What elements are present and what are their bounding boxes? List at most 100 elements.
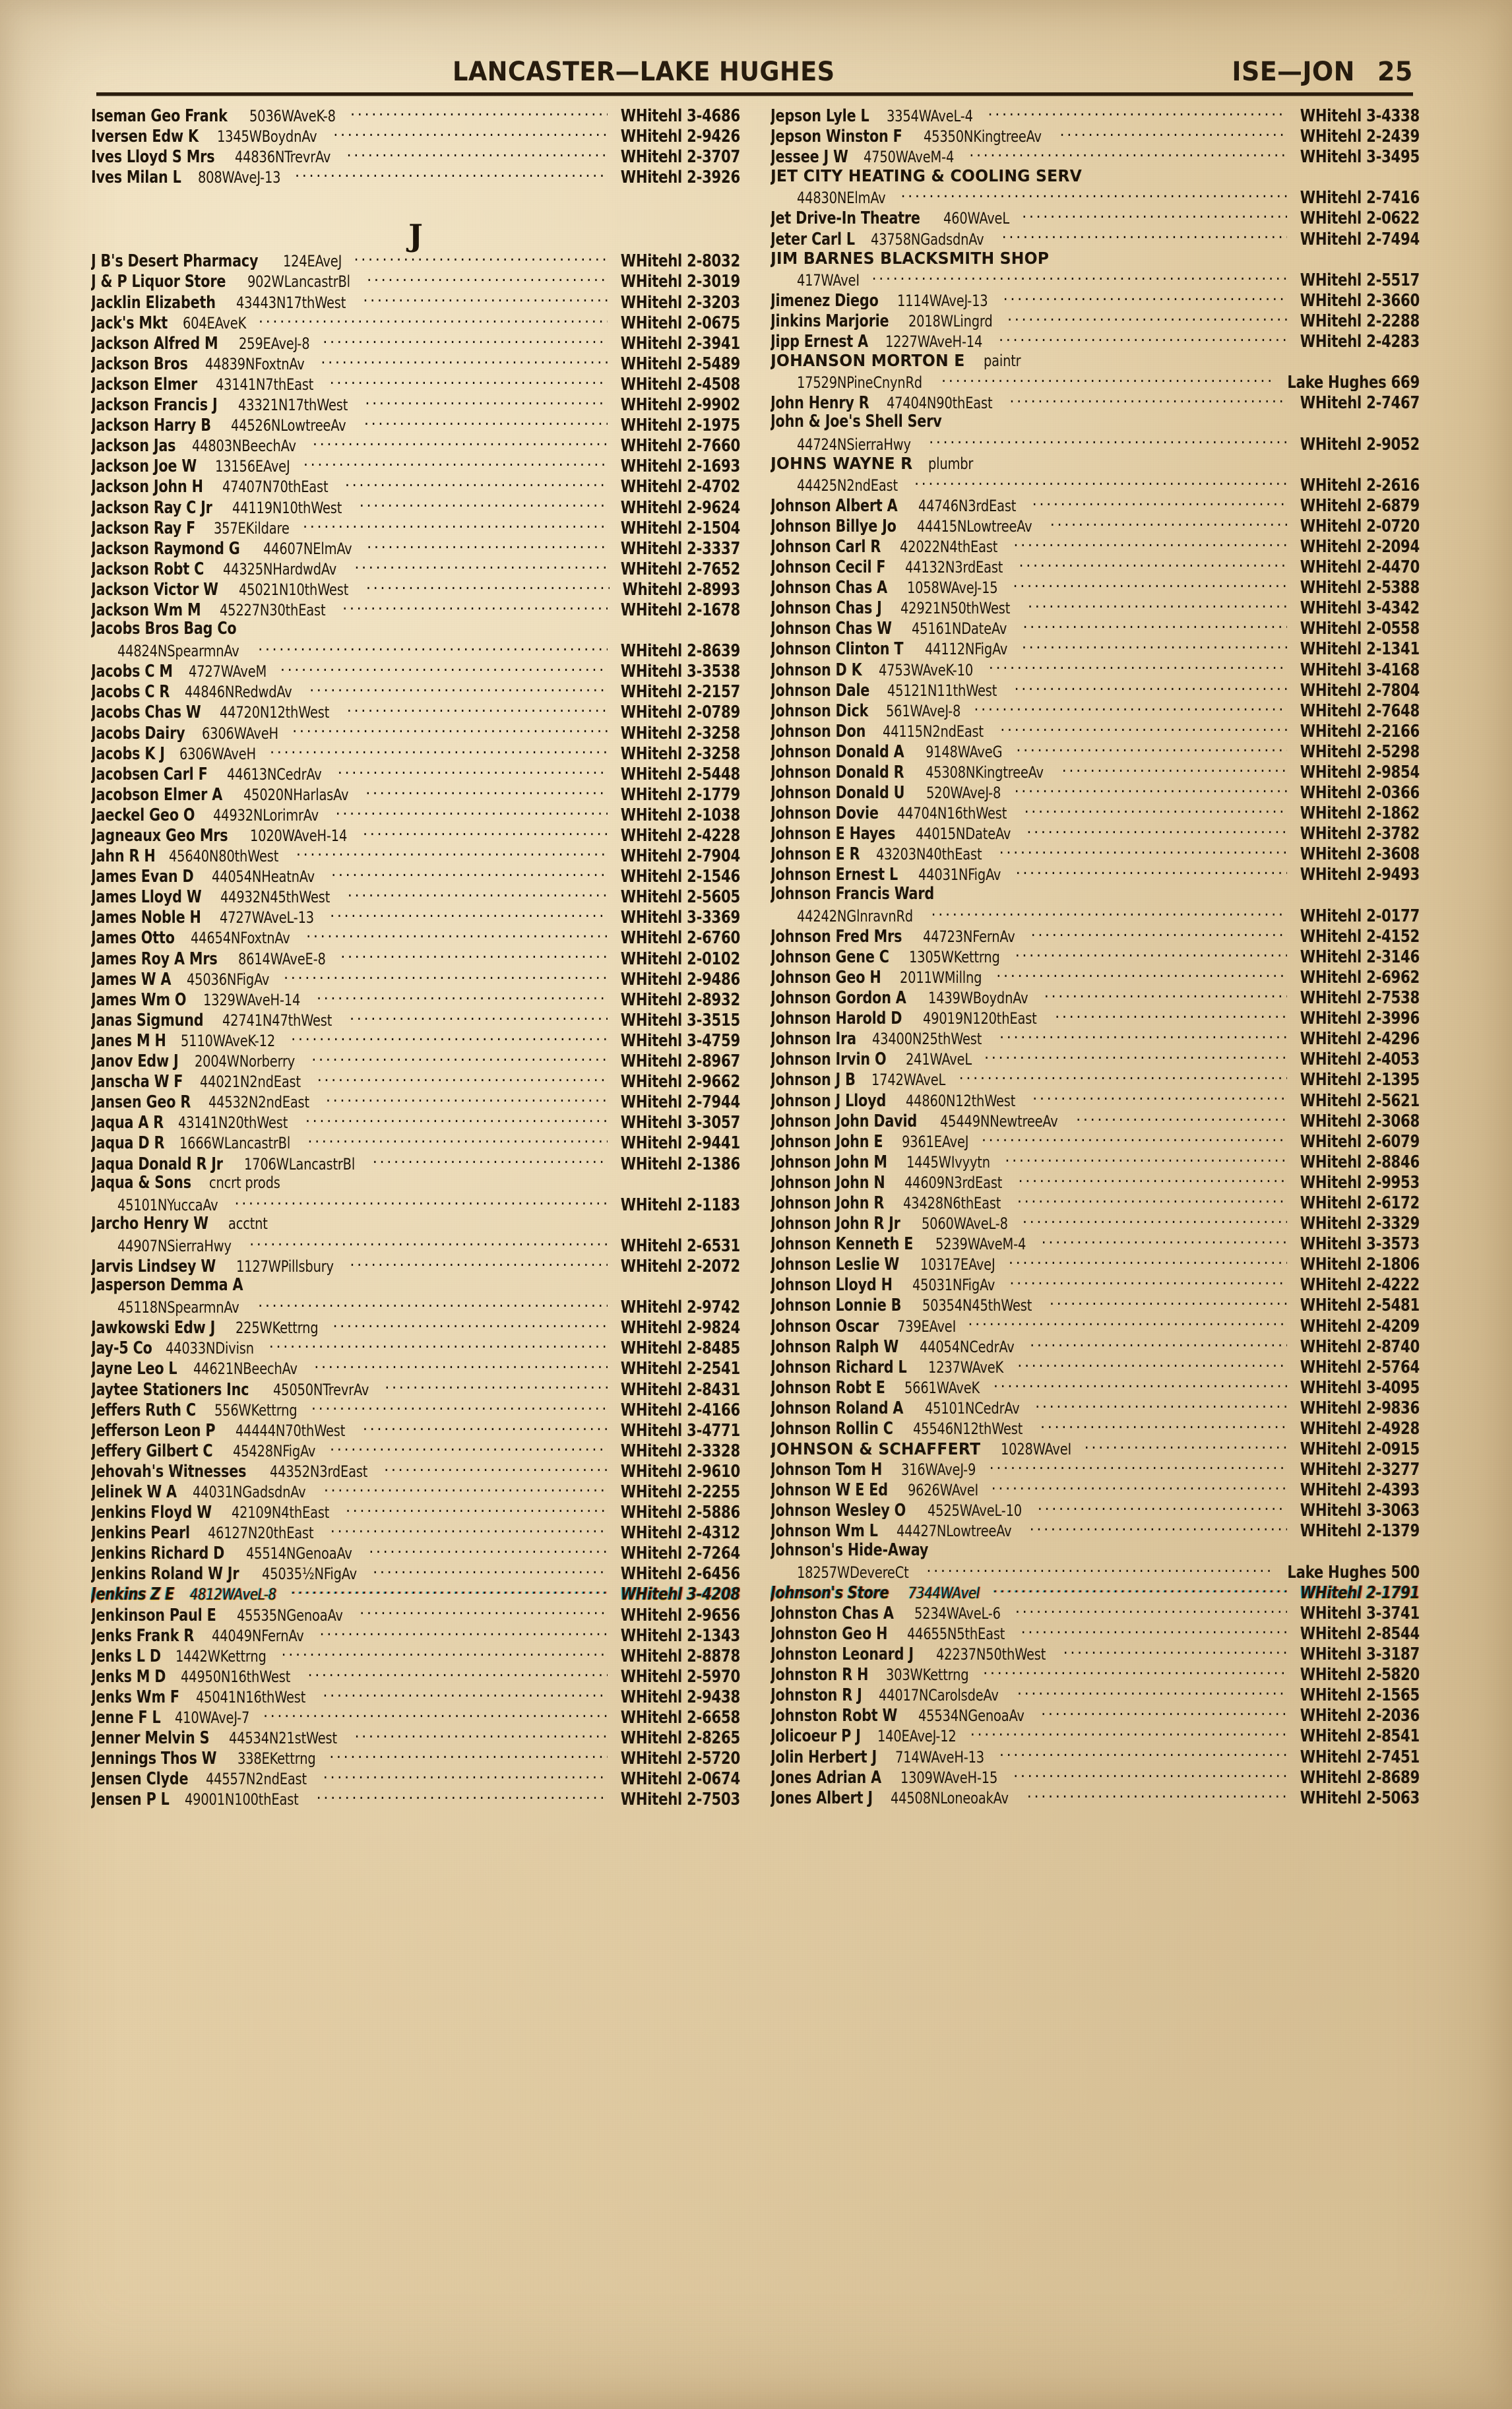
directory-entry: Johnson Dovie 44704N16thWest WHitehl 2-186…: [771, 801, 1420, 822]
entry-phone: WHitehl 2-2157: [620, 682, 740, 701]
entry-address: 1345WBoydnAv: [217, 127, 317, 146]
directory-entry: Jackson Ray F 357EKildare WHitehl 2-1504: [91, 516, 740, 537]
entry-phone: WHitehl 2-8878: [620, 1646, 740, 1665]
directory-entry: Johnston Robt W 45534NGenoaAv WHitehl 2-20…: [771, 1704, 1420, 1724]
entry-phone: WHitehl 2-6879: [1300, 495, 1420, 515]
entry-phone: WHitehl 2-1183: [620, 1195, 740, 1214]
directory-entry: Janes M H 5110WAveK-12 WHitehl 3-4759: [91, 1029, 740, 1049]
entry-address: 2004WNorberry: [195, 1052, 296, 1071]
entry-address: 1114WAveJ-13: [897, 291, 988, 309]
leader-dots: [363, 824, 608, 841]
leader-dots: [968, 1315, 1287, 1332]
entry-address: 5036WAveK-8: [249, 107, 336, 125]
leader-dots: [1015, 945, 1287, 962]
directory-entry: Jayne Leo L 44621NBeechAv WHitehl 2-2541: [91, 1357, 740, 1377]
entry-address: 357EKildare: [213, 518, 290, 537]
entry-name: Johnson Ralph W: [771, 1336, 899, 1356]
directory-entry: Johnson E Hayes 44015NDateAv WHitehl 2-378…: [771, 822, 1420, 842]
entry-phone: WHitehl 2-2541: [620, 1359, 740, 1378]
leader-dots: [314, 1357, 608, 1374]
leader-dots: [1022, 637, 1287, 654]
entry-address: 44621NBeechAv: [193, 1360, 298, 1378]
entry-address: 45534NGenoaAv: [918, 1706, 1024, 1725]
directory-entry: Jenkins Pearl 46127N20thEast WHitehl 2-431…: [91, 1521, 740, 1542]
directory-entry: Johnson Fred Mrs 44723NFernAv WHitehl 2-41…: [771, 925, 1420, 945]
entry-phone: WHitehl 2-1678: [620, 600, 740, 619]
entry-phone: WHitehl 2-5820: [1300, 1665, 1420, 1684]
header-rule: [96, 92, 1413, 96]
directory-entry: 45118NSpearmnAv WHitehl 2-9742: [91, 1296, 740, 1316]
leader-dots: [326, 1090, 608, 1108]
leader-dots: [1063, 1642, 1287, 1660]
entry-phone: WHitehl 3-4208: [620, 1584, 740, 1604]
entry-phone: WHitehl 3-4168: [1300, 660, 1420, 679]
entry-phone: WHitehl 2-8541: [1300, 1726, 1420, 1745]
entry-address: 44830NElmAv: [797, 189, 886, 207]
leader-dots: [999, 1745, 1287, 1763]
entry-phone: WHitehl 3-3573: [1300, 1234, 1420, 1253]
entry-phone: WHitehl 2-2036: [1300, 1706, 1420, 1725]
entry-address: 3354WAveL-4: [887, 107, 973, 125]
directory-entry: Jessee J W 4750WAveM-4 WHitehl 3-3495: [771, 145, 1420, 166]
directory-entry: Jenks M D 44950N16thWest WHitehl 2-5970: [91, 1665, 740, 1685]
entry-address: 45041N16thWest: [195, 1687, 305, 1706]
entry-phone: WHitehl 2-3019: [620, 272, 740, 291]
directory-entry: 44242NGlnravnRd WHitehl 2-0177: [771, 904, 1420, 925]
entry-address: 1442WKettrng: [175, 1646, 267, 1665]
directory-entry: 44907NSierraHwy WHitehl 2-6531: [91, 1234, 740, 1255]
entry-name: James Noble H: [91, 908, 201, 927]
directory-entry: Ives Milan L 808WAveJ-13 WHitehl 2-3926: [91, 166, 740, 186]
entry-phone: WHitehl 2-0675: [620, 313, 740, 332]
leader-dots: [1019, 555, 1288, 573]
entry-phone: WHitehl 2-3660: [1300, 290, 1420, 309]
directory-entry: Jaqua & Sons cncrt prods: [91, 1173, 740, 1193]
entry-phone: WHitehl 2-2094: [1300, 536, 1420, 556]
entry-address: 44932NLorimrAv: [212, 805, 319, 824]
entry-address: 43141N7thEast: [215, 375, 314, 394]
leader-dots: [367, 537, 608, 554]
entry-name: Janscha W F: [91, 1072, 183, 1091]
leader-dots: [1015, 781, 1287, 798]
entry-name: Johnson Dick: [771, 701, 869, 720]
entry-name: Jenkins Roland W Jr: [91, 1564, 239, 1583]
directory-entry: James Otto 44654NFoxtnAv WHitehl 2-6760: [91, 926, 740, 947]
entry-phone: WHitehl 2-4053: [1300, 1049, 1420, 1069]
entry-address: 561WAveJ-8: [885, 701, 961, 720]
leader-dots: [1062, 761, 1287, 778]
directory-entry: Jenkins Z E 4812WAveL-8 WHitehl 3-4208: [91, 1582, 740, 1603]
entry-name: Jacobson Elmer A: [91, 784, 223, 803]
directory-entry: Johnson Robt E 5661WAveK WHitehl 3-4095: [771, 1376, 1420, 1396]
entry-name: Johnson Wm L: [771, 1521, 878, 1540]
entry-address: 47404N90thEast: [887, 394, 993, 412]
directory-entry: Jensen P L 49001N100thEast WHitehl 2-7503: [91, 1788, 740, 1808]
entry-phone: WHitehl 2-9624: [620, 497, 740, 516]
leader-dots: [330, 1439, 608, 1456]
directory-entry: Johnson Donald U 520WAveJ-8 WHitehl 2-0366: [771, 781, 1420, 801]
directory-entry: 417WAveI WHitehl 2-5517: [771, 268, 1420, 289]
directory-entry: Johnson John E 9361EAveJ WHitehl 2-6079: [771, 1130, 1420, 1150]
directory-entry: Jackson Robt C 44325NHardwdAv WHitehl 2-76…: [91, 557, 740, 578]
directory-entry: Jackson Joe W 13156EAveJ WHitehl 2-1693: [91, 454, 740, 475]
entry-phone: WHitehl 2-7804: [1300, 680, 1420, 699]
entry-phone: WHitehl 2-0622: [1300, 208, 1420, 228]
leader-dots: [306, 926, 608, 943]
entry-address: 45535NGenoaAv: [236, 1606, 343, 1624]
directory-entry: Johnson Chas J 42921N50thWest WHitehl 3-43…: [771, 596, 1420, 617]
leader-dots: [969, 145, 1287, 162]
directory-entry: Iseman Geo Frank 5036WAveK-8 WHitehl 3-468…: [91, 104, 740, 125]
entry-address: 42237N50thWest: [935, 1645, 1046, 1664]
entry-name: Jackson John H: [91, 477, 203, 496]
entry-address: 44444N70thWest: [236, 1421, 346, 1439]
leader-dots: [1027, 1786, 1287, 1803]
leader-dots: [330, 906, 608, 923]
entry-phone: WHitehl 2-4393: [1300, 1480, 1420, 1499]
directory-entry: Johnson John R 43428N6thEast WHitehl 2-617…: [771, 1191, 1420, 1212]
entry-phone: WHitehl 2-6760: [620, 928, 740, 947]
entry-name: Jones Adrian A: [771, 1767, 881, 1786]
entry-name: JOHNSON & SCHAFFERT: [771, 1439, 981, 1458]
leader-dots: [996, 966, 1287, 983]
directory-entry: Johnson Richard L 1237WAveK WHitehl 2-5764: [771, 1356, 1420, 1376]
entry-address: 44613NCedrAv: [227, 765, 322, 783]
entry-address: 5239WAveM-4: [935, 1235, 1026, 1253]
entry-address: 4750WAveM-4: [863, 148, 954, 166]
